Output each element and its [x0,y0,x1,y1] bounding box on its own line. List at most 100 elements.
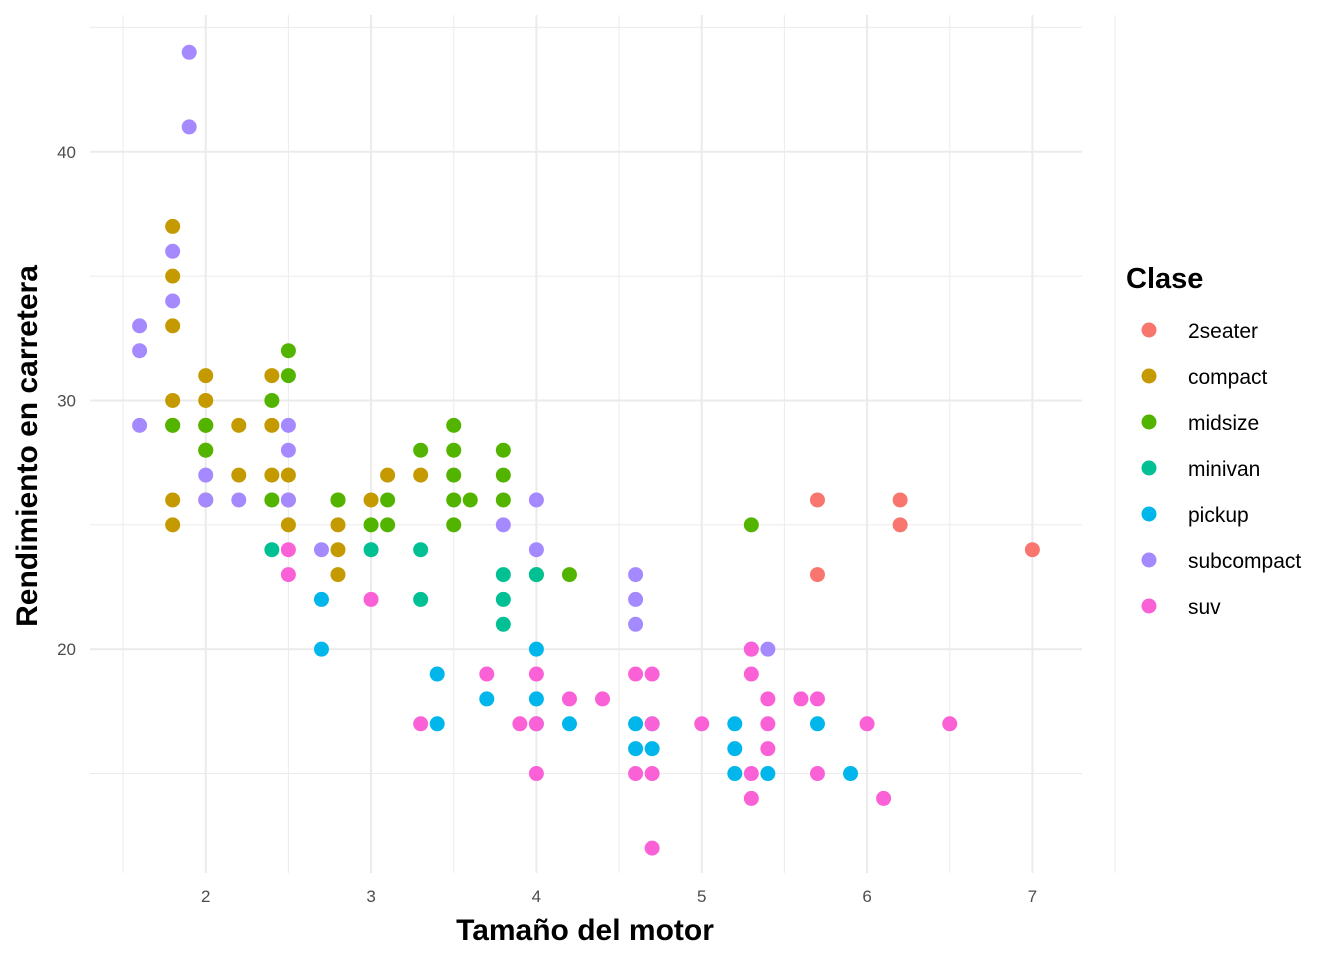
data-point-suv [760,741,776,757]
data-point-midsize [363,517,379,533]
data-point-pickup [429,716,445,732]
data-point-minivan [413,542,429,558]
x-axis-title: Tamaño del motor [456,914,714,947]
data-point-compact [165,268,181,284]
data-point-pickup [561,716,577,732]
data-point-suv [743,666,759,682]
data-point-pickup [313,641,329,657]
legend-label-midsize: midsize [1188,412,1259,435]
y-axis-title: Rendimiento en carretera [11,265,44,627]
data-point-suv [528,766,544,782]
data-point-subcompact [313,542,329,558]
data-point-midsize [280,343,296,359]
data-point-suv [595,691,611,707]
data-point-suv [644,840,660,856]
legend-label-minivan: minivan [1188,458,1260,481]
data-point-compact [264,368,280,384]
legend-title: Clase [1126,263,1203,295]
data-point-subcompact [628,616,644,632]
data-point-subcompact [132,343,148,359]
data-point-minivan [413,591,429,607]
data-point-pickup [528,641,544,657]
data-point-suv [528,666,544,682]
data-point-subcompact [528,492,544,508]
data-point-pickup [628,741,644,757]
x-tick-label: 3 [366,887,375,906]
legend-key-2seater [1141,322,1157,338]
data-point-suv [512,716,528,732]
y-tick-label: 30 [57,391,76,410]
x-tick-label: 5 [697,887,706,906]
data-point-2seater [809,567,825,583]
data-point-compact [280,467,296,483]
data-point-midsize [462,492,478,508]
data-point-subcompact [198,467,214,483]
data-point-pickup [429,666,445,682]
data-point-pickup [313,591,329,607]
data-point-midsize [280,368,296,384]
data-point-suv [760,716,776,732]
legend: Clase 2seater compact midsize minivan pickup… [1126,263,1301,619]
data-point-midsize [165,417,181,433]
data-point-midsize [264,492,280,508]
legend-label-2seater: 2seater [1188,320,1258,343]
data-point-subcompact [495,517,511,533]
data-point-pickup [843,766,859,782]
legend-label-suv: suv [1188,596,1221,619]
data-point-subcompact [280,442,296,458]
data-point-suv [876,790,892,806]
data-point-subcompact [198,492,214,508]
data-point-pickup [628,716,644,732]
data-point-midsize [446,417,462,433]
legend-key-pickup [1141,506,1157,522]
data-point-suv [859,716,875,732]
data-point-midsize [495,442,511,458]
data-point-subcompact [760,641,776,657]
data-point-suv [760,691,776,707]
x-tick-label: 7 [1028,887,1037,906]
data-point-midsize [198,417,214,433]
legend-key-compact [1141,368,1157,384]
data-point-2seater [809,492,825,508]
data-point-2seater [892,517,908,533]
data-point-subcompact [132,417,148,433]
data-point-compact [231,417,247,433]
data-point-midsize [495,492,511,508]
data-point-pickup [727,716,743,732]
data-point-suv [743,790,759,806]
data-point-midsize [561,567,577,583]
data-point-subcompact [165,243,181,259]
data-point-compact [165,517,181,533]
data-point-pickup [727,741,743,757]
x-tick-label: 4 [532,887,541,906]
data-point-suv [644,666,660,682]
data-point-pickup [727,766,743,782]
data-point-minivan [495,616,511,632]
data-point-subcompact [628,567,644,583]
data-point-suv [809,766,825,782]
data-point-suv [743,641,759,657]
data-point-subcompact [280,492,296,508]
data-point-subcompact [231,492,247,508]
data-point-compact [413,467,429,483]
x-tick-label: 6 [862,887,871,906]
data-point-suv [644,716,660,732]
x-tick-label: 2 [201,887,210,906]
data-point-compact [330,567,346,583]
data-point-pickup [809,716,825,732]
data-point-midsize [446,492,462,508]
data-point-subcompact [280,417,296,433]
data-points [132,44,1040,856]
data-point-pickup [644,741,660,757]
data-point-suv [528,716,544,732]
data-point-suv [479,666,495,682]
data-point-midsize [446,467,462,483]
data-point-compact [280,517,296,533]
data-point-suv [942,716,958,732]
grid-lines [90,15,1116,873]
data-point-compact [165,392,181,408]
data-point-compact [330,542,346,558]
data-point-midsize [743,517,759,533]
legend-key-suv [1141,598,1157,614]
